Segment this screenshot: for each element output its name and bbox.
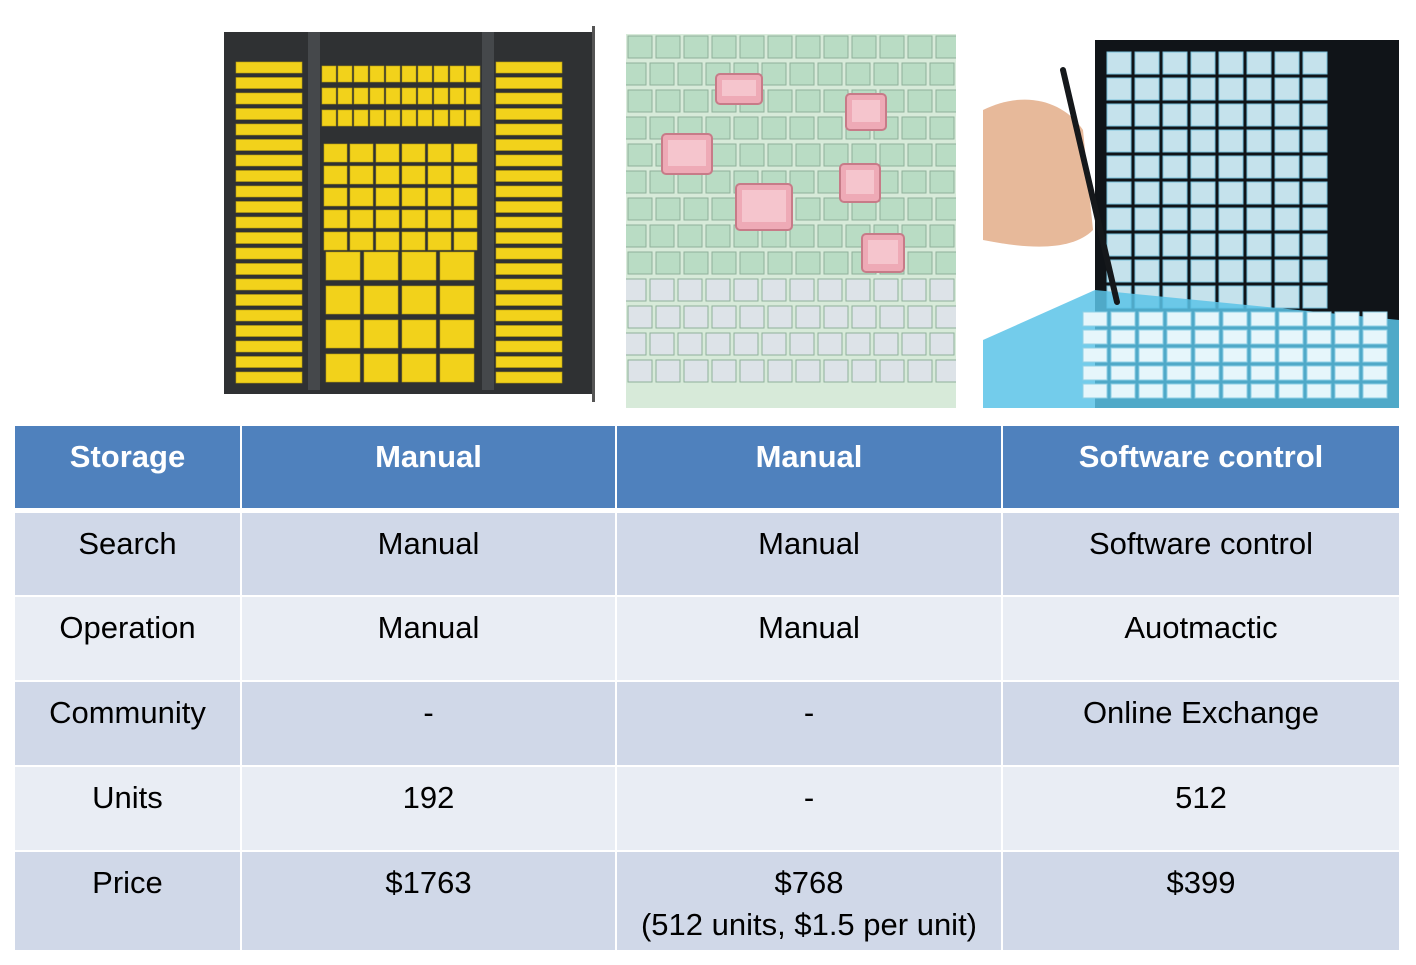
table-cell: 512 — [1001, 764, 1401, 852]
table-row-community: Community - - Online Exchange — [13, 679, 1401, 767]
table-cell: - — [615, 764, 1003, 852]
table-cell: $768 (512 units, $1.5 per unit) — [615, 849, 1003, 952]
table-cell: Manual — [615, 509, 1003, 597]
table-cell: $399 — [1001, 849, 1401, 952]
header-storage: Storage — [13, 424, 242, 513]
row-label: Units — [13, 764, 242, 852]
header-option-1: Manual — [240, 424, 617, 513]
automated-storage-tower-photo — [983, 40, 1399, 408]
table-cell: Software control — [1001, 509, 1401, 597]
header-option-3: Software control — [1001, 424, 1401, 513]
table-cell: Manual — [615, 594, 1003, 682]
table-cell: Manual — [240, 594, 617, 682]
row-label: Community — [13, 679, 242, 767]
storage-cabinet-photo — [220, 26, 596, 402]
row-label: Search — [13, 509, 242, 597]
table-row-operation: Operation Manual Manual Auotmactic — [13, 594, 1401, 682]
row-label: Operation — [13, 594, 242, 682]
table-cell: Auotmactic — [1001, 594, 1401, 682]
table-cell: 192 — [240, 764, 617, 852]
table-row-price: Price $1763 $768 (512 units, $1.5 per un… — [13, 849, 1401, 952]
table-cell: $1763 — [240, 849, 617, 952]
table-cell: Online Exchange — [1001, 679, 1401, 767]
comparison-table: Storage Manual Manual Software control S… — [13, 424, 1401, 952]
table-row-search: Search Manual Manual Software control — [13, 509, 1401, 597]
table-cell: - — [615, 679, 1003, 767]
price-note: (512 units, $1.5 per unit) — [640, 906, 978, 942]
smd-component-boxes-photo — [626, 34, 956, 408]
table-cell: Manual — [240, 509, 617, 597]
price-value: $768 — [774, 864, 844, 900]
table-row-units: Units 192 - 512 — [13, 764, 1401, 852]
row-label: Price — [13, 849, 242, 952]
table-cell: - — [240, 679, 617, 767]
table-header-row: Storage Manual Manual Software control — [13, 424, 1401, 513]
header-option-2: Manual — [615, 424, 1003, 513]
